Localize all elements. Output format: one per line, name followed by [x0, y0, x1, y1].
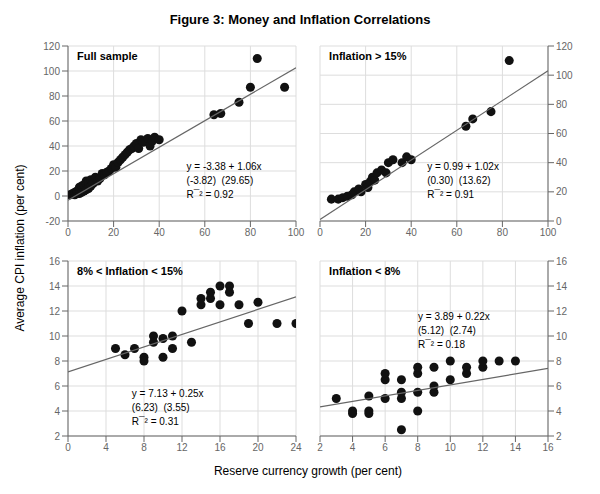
svg-text:12: 12 [176, 442, 188, 453]
svg-text:20: 20 [108, 227, 120, 238]
svg-text:100: 100 [43, 66, 60, 77]
svg-text:20: 20 [252, 442, 264, 453]
svg-text:40: 40 [556, 157, 568, 168]
svg-text:4: 4 [556, 406, 562, 417]
svg-text:4: 4 [350, 442, 356, 453]
html-text:(0.30) (13.62): (0.30) (13.62) [427, 174, 491, 186]
svg-text:100: 100 [288, 227, 305, 238]
svg-text:14: 14 [556, 281, 568, 292]
html-text:y = -3.38 + 1.06x: y = -3.38 + 1.06x [186, 160, 262, 172]
svg-text:80: 80 [245, 227, 257, 238]
svg-text:80: 80 [556, 99, 568, 110]
svg-text:20: 20 [360, 227, 372, 238]
svg-text:20: 20 [556, 186, 568, 197]
svg-text:40: 40 [406, 227, 418, 238]
svg-text:0: 0 [65, 227, 71, 238]
svg-text:10: 10 [49, 331, 61, 342]
svg-text:100: 100 [556, 70, 573, 81]
html-text:(5.12) (2.74): (5.12) (2.74) [418, 325, 476, 336]
svg-text:0: 0 [556, 216, 562, 227]
html-text:Inflation < 8%: Inflation < 8% [329, 265, 401, 277]
html-text:y = 3.89 + 0.22x: y = 3.89 + 0.22x [418, 311, 490, 322]
svg-text:16: 16 [542, 442, 554, 453]
html-text:Full sample: Full sample [77, 50, 138, 62]
svg-text:6: 6 [556, 381, 562, 392]
svg-text:6: 6 [54, 381, 60, 392]
svg-text:14: 14 [49, 281, 61, 292]
svg-text:60: 60 [451, 227, 463, 238]
svg-text:8: 8 [556, 356, 562, 367]
svg-text:60: 60 [199, 227, 211, 238]
html-text:Average CPI inflation (per cen: Average CPI inflation (per cent) [13, 164, 27, 332]
svg-text:60: 60 [556, 128, 568, 139]
svg-text:8: 8 [415, 442, 421, 453]
svg-text:2: 2 [54, 431, 60, 442]
svg-text:12: 12 [49, 306, 61, 317]
html-text:R¯² = 0.18: R¯² = 0.18 [418, 339, 465, 350]
html-text:Reserve currency growth (per c: Reserve currency growth (per cent) [214, 464, 402, 478]
svg-text:12: 12 [556, 306, 568, 317]
html-text:R¯² = 0.91: R¯² = 0.91 [427, 188, 475, 200]
svg-text:120: 120 [556, 41, 573, 52]
svg-text:6: 6 [382, 442, 388, 453]
svg-text:100: 100 [540, 227, 557, 238]
svg-text:4: 4 [103, 442, 109, 453]
svg-text:120: 120 [43, 41, 60, 52]
html-text:R¯² = 0.31: R¯² = 0.31 [131, 416, 179, 427]
html-text:(6.23) (3.55): (6.23) (3.55) [131, 402, 190, 413]
svg-text:16: 16 [214, 442, 226, 453]
svg-text:10: 10 [445, 442, 457, 453]
svg-text:-20: -20 [46, 216, 61, 227]
svg-text:2: 2 [317, 442, 323, 453]
svg-text:8: 8 [141, 442, 147, 453]
html-text:8% < Inflation < 15%: 8% < Inflation < 15% [77, 265, 183, 277]
svg-text:2: 2 [556, 431, 562, 442]
svg-text:16: 16 [556, 256, 568, 267]
html-text:Inflation > 15%: Inflation > 15% [329, 50, 407, 62]
html-text:(-3.82) (29.65): (-3.82) (29.65) [186, 174, 254, 186]
svg-text:0: 0 [65, 442, 71, 453]
html-text:y = 0.99 + 1.02x: y = 0.99 + 1.02x [427, 160, 499, 172]
svg-text:0: 0 [54, 191, 60, 202]
svg-text:16: 16 [49, 256, 61, 267]
svg-text:60: 60 [49, 116, 61, 127]
svg-text:8: 8 [54, 356, 60, 367]
html-text:y = 7.13 + 0.25x: y = 7.13 + 0.25x [131, 388, 204, 399]
html-text:Figure 3: Money and Inflation: Figure 3: Money and Inflation Correlatio… [169, 12, 431, 27]
svg-text:4: 4 [54, 406, 60, 417]
svg-text:80: 80 [497, 227, 509, 238]
svg-text:14: 14 [510, 442, 522, 453]
svg-text:0: 0 [317, 227, 323, 238]
svg-text:80: 80 [49, 91, 61, 102]
svg-text:10: 10 [556, 331, 568, 342]
svg-text:24: 24 [290, 442, 302, 453]
svg-text:12: 12 [477, 442, 489, 453]
svg-text:40: 40 [49, 141, 61, 152]
html-text:R¯² = 0.92: R¯² = 0.92 [186, 188, 234, 200]
svg-text:20: 20 [49, 166, 61, 177]
svg-text:40: 40 [154, 227, 166, 238]
